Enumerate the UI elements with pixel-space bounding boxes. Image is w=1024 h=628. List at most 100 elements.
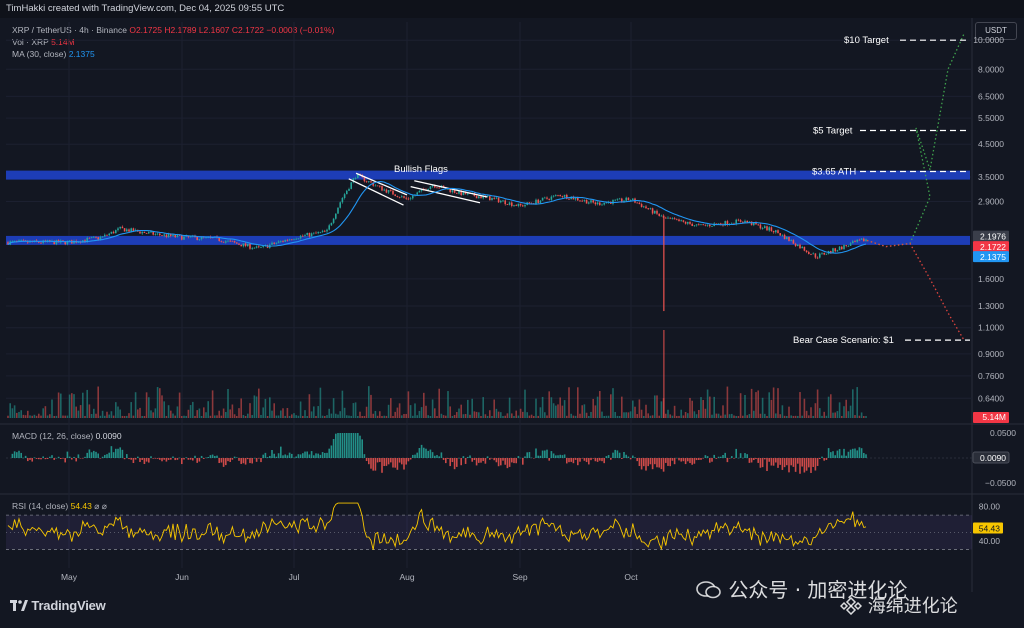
candle-body bbox=[431, 185, 434, 187]
volume-bar bbox=[843, 406, 845, 418]
volume-bar bbox=[706, 389, 709, 418]
macd-histogram-bar bbox=[222, 458, 225, 467]
volume-bar bbox=[482, 397, 484, 418]
volume-bar bbox=[286, 407, 289, 418]
candle-body bbox=[405, 197, 407, 199]
candle-body bbox=[522, 205, 524, 207]
candle-body bbox=[183, 236, 185, 240]
volume-bar bbox=[115, 402, 117, 418]
macd-histogram-bar bbox=[187, 458, 190, 460]
candle-body bbox=[130, 228, 132, 232]
candle-body bbox=[790, 240, 792, 242]
volume-bar bbox=[458, 408, 460, 418]
macd-histogram-bar bbox=[783, 458, 786, 468]
macd-histogram-bar bbox=[357, 433, 359, 458]
volume-bar bbox=[317, 406, 319, 418]
candle-body bbox=[156, 233, 159, 235]
macd-histogram-bar bbox=[372, 458, 374, 471]
volume-bar bbox=[546, 415, 548, 418]
candle-body bbox=[552, 195, 555, 197]
macd-histogram-bar bbox=[170, 458, 172, 460]
candle-body bbox=[339, 202, 341, 208]
macd-histogram-bar bbox=[797, 458, 799, 464]
candle-body bbox=[304, 234, 306, 236]
macd-histogram-bar bbox=[363, 454, 366, 458]
macd-histogram-bar bbox=[720, 456, 722, 458]
macd-histogram-bar bbox=[194, 455, 196, 458]
macd-histogram-bar bbox=[431, 452, 434, 458]
macd-histogram-bar bbox=[594, 458, 597, 462]
volume-bar bbox=[753, 410, 755, 418]
candle-body bbox=[152, 231, 154, 235]
macd-histogram-bar bbox=[31, 458, 33, 462]
candle-body bbox=[86, 237, 88, 242]
volume-bar bbox=[735, 415, 737, 418]
volume-bar bbox=[401, 415, 403, 418]
volume-bar bbox=[247, 413, 249, 418]
volume-label[interactable]: Vol · XRP bbox=[12, 37, 49, 47]
volume-bar bbox=[480, 415, 482, 418]
macd-histogram-bar bbox=[610, 458, 612, 460]
volume-bar bbox=[717, 413, 720, 418]
candle-body bbox=[291, 239, 293, 241]
macd-histogram-bar bbox=[651, 458, 654, 470]
candle-body bbox=[627, 197, 630, 201]
macd-histogram-bar bbox=[198, 458, 201, 462]
ma-label[interactable]: MA (30, close) bbox=[12, 49, 67, 59]
candle-body bbox=[288, 239, 291, 241]
candle-body bbox=[852, 241, 854, 244]
candle-body bbox=[464, 191, 467, 195]
macd-histogram-bar bbox=[181, 458, 183, 465]
candle-body bbox=[95, 236, 97, 238]
macd-histogram-bar bbox=[350, 433, 352, 458]
volume-bar bbox=[412, 415, 414, 418]
volume-bar bbox=[629, 411, 632, 418]
volume-bar bbox=[163, 401, 165, 418]
candle-body bbox=[658, 213, 660, 216]
time-tick-label: Oct bbox=[624, 572, 638, 582]
candle-body bbox=[702, 224, 704, 226]
volume-bar bbox=[51, 399, 53, 418]
macd-histogram-bar bbox=[315, 453, 317, 458]
macd-histogram-bar bbox=[414, 454, 416, 458]
macd-histogram-bar bbox=[115, 448, 117, 458]
macd-label[interactable]: MACD (12, 26, close) bbox=[12, 431, 94, 441]
macd-histogram-bar bbox=[561, 455, 564, 458]
volume-bar bbox=[420, 407, 423, 418]
candle-body bbox=[555, 195, 557, 196]
macd-histogram-bar bbox=[262, 454, 264, 458]
macd-histogram-bar bbox=[766, 458, 768, 472]
volume-bar bbox=[645, 404, 647, 418]
macd-histogram-bar bbox=[376, 458, 379, 463]
macd-histogram-bar bbox=[277, 453, 280, 458]
tradingview-logo[interactable]: TradingView bbox=[10, 598, 106, 613]
volume-bar bbox=[176, 406, 179, 418]
candle-body bbox=[363, 176, 366, 182]
volume-bar bbox=[181, 415, 183, 418]
candle-body bbox=[262, 245, 264, 247]
macd-histogram-bar bbox=[88, 449, 91, 458]
candle-body bbox=[546, 197, 548, 199]
macd-histogram-bar bbox=[348, 433, 350, 458]
candle-body bbox=[486, 196, 489, 197]
volume-bar bbox=[46, 415, 49, 418]
volume-bar bbox=[62, 415, 64, 418]
macd-histogram-bar bbox=[739, 453, 742, 458]
macd-histogram-bar bbox=[493, 458, 495, 461]
macd-histogram-bar bbox=[293, 457, 295, 459]
macd-histogram-bar bbox=[484, 458, 487, 464]
currency-button[interactable]: USDT bbox=[975, 22, 1017, 40]
macd-histogram-bar bbox=[229, 458, 231, 462]
candle-body bbox=[794, 243, 797, 247]
volume-bar bbox=[203, 407, 205, 418]
volume-bar bbox=[559, 397, 561, 418]
candle-body bbox=[154, 234, 157, 235]
macd-histogram-bar bbox=[865, 454, 867, 458]
candle-body bbox=[812, 253, 814, 255]
rsi-label[interactable]: RSI (14, close) bbox=[12, 501, 69, 511]
candle-body bbox=[101, 236, 104, 238]
macd-histogram-bar bbox=[137, 456, 139, 458]
volume-bar bbox=[95, 413, 97, 418]
rsi-settings-icon[interactable]: ⌀ ⌀ bbox=[94, 501, 107, 511]
